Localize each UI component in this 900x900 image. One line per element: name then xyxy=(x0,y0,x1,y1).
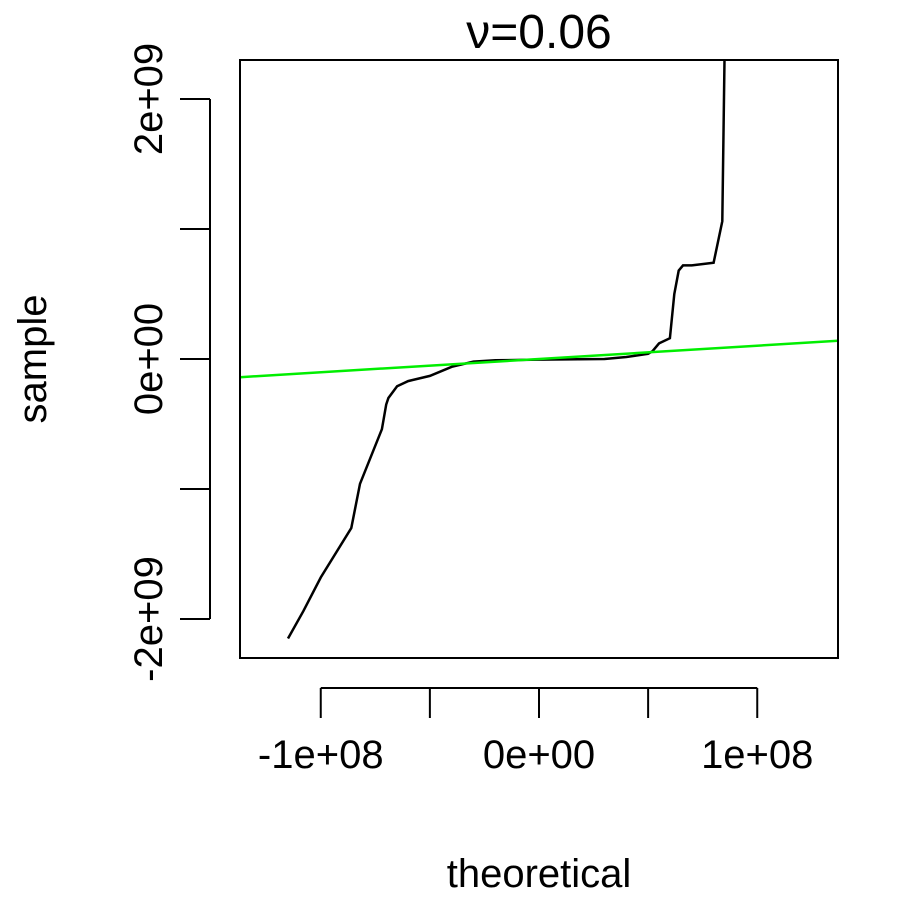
x-tick-label: 0e+00 xyxy=(483,733,595,777)
x-axis-label: theoretical xyxy=(447,852,632,896)
y-tick-label: 0e+00 xyxy=(127,303,171,415)
plot-area xyxy=(240,60,838,640)
reference-line xyxy=(240,339,838,379)
x-tick-label: 1e+08 xyxy=(701,733,813,777)
x-tick-label: -1e+08 xyxy=(258,733,384,777)
plot-frame xyxy=(239,59,839,659)
y-axis: -2e+09 0e+00 2e+09 xyxy=(127,43,211,682)
y-tick-label: 2e+09 xyxy=(127,43,171,155)
x-axis: -1e+08 0e+00 1e+08 xyxy=(258,687,813,777)
chart-title: ν=0.06 xyxy=(466,6,611,59)
y-axis-label: sample xyxy=(11,295,55,424)
y-tick-label: -2e+09 xyxy=(127,556,171,682)
sample-quantile-line xyxy=(286,60,726,640)
